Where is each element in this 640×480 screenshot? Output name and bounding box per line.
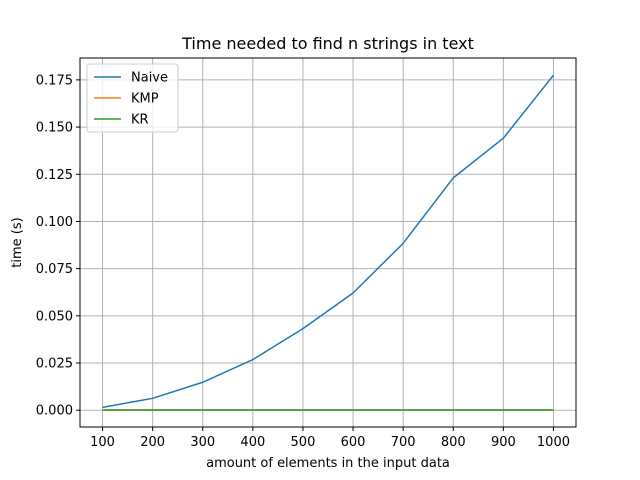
x-tick-label: 800: [441, 435, 466, 450]
y-tick-label: 0.125: [36, 168, 73, 183]
legend-label: KMP: [131, 92, 159, 107]
legend-label: Naive: [131, 71, 168, 86]
y-tick-label: 0.025: [36, 357, 73, 372]
x-tick-label: 500: [291, 435, 316, 450]
series-lines: [102, 74, 555, 411]
x-tick-label: 1000: [537, 435, 570, 450]
plot-frame: [79, 57, 577, 428]
x-tick-label: 600: [341, 435, 366, 450]
y-tick-label: 0.000: [36, 404, 73, 419]
series-line-naive: [102, 74, 555, 409]
x-tick-label: 200: [140, 435, 165, 450]
x-tick-label: 400: [240, 435, 265, 450]
y-tick-label: 0.050: [36, 309, 73, 324]
legend-label: KR: [131, 113, 149, 128]
x-tick-label: 100: [90, 435, 115, 450]
y-axis-label: time (s): [10, 217, 25, 267]
y-tick-label: 0.100: [36, 215, 73, 230]
legend-box: [86, 63, 179, 133]
x-tick-label: 700: [391, 435, 416, 450]
x-axis-label: amount of elements in the input data: [206, 456, 450, 471]
x-tick-label: 300: [190, 435, 215, 450]
y-axis-ticks: 0.000 0.025 0.050 0.075 0.100 0.125 0.150 0.175: [36, 73, 80, 419]
y-tick-label: 0.150: [36, 121, 73, 136]
legend: Naive KMP KR: [86, 63, 179, 133]
x-axis-ticks: 100 200 300 400 500 600 700 800 900 1000: [90, 427, 570, 450]
x-tick-label: 900: [491, 435, 516, 450]
y-tick-label: 0.175: [36, 73, 73, 88]
chart-title: Time needed to find n strings in text: [181, 34, 474, 53]
y-tick-label: 0.075: [36, 262, 73, 277]
